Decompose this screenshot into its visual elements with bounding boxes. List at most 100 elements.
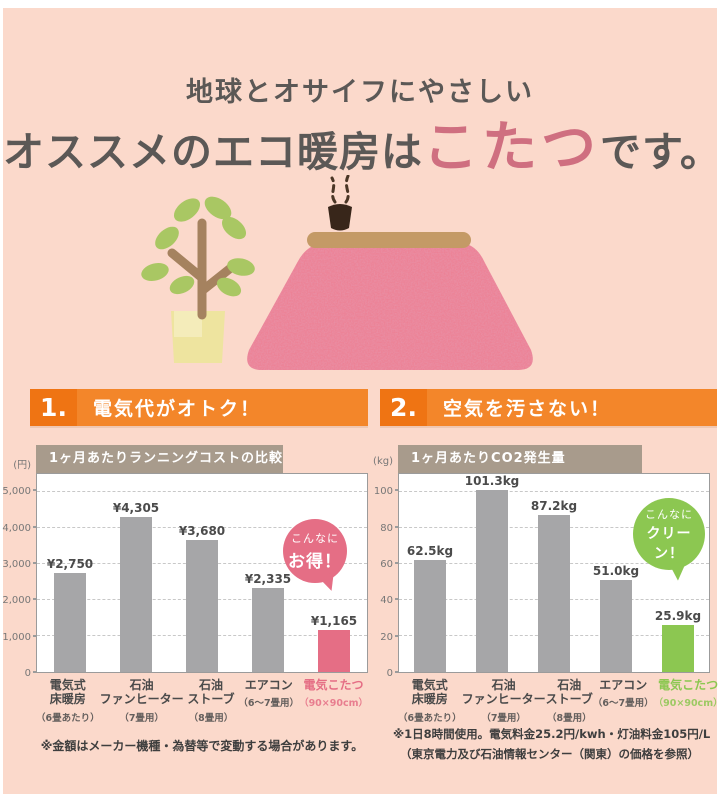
bar xyxy=(662,625,694,672)
background: 地球とオサイフにやさしい オススメのエコ暖房はこたつです。 xyxy=(2,8,720,794)
bar-column: 87.2kg xyxy=(523,474,585,672)
x-category-label: 電気式 床暖房 （6畳あたり） xyxy=(398,678,462,724)
bar xyxy=(318,630,350,672)
x-category-label: 石油 ストーブ （8畳用） xyxy=(187,678,235,724)
y-tick-label: 0 xyxy=(386,668,393,679)
bar-value-label: 101.3kg xyxy=(464,474,520,488)
x-category-label: 電気こたつ （90×90cm） xyxy=(299,678,368,710)
y-tick-mark xyxy=(395,489,399,492)
clean-badge: こんなに クリーン！ xyxy=(633,498,705,582)
y-tick-mark xyxy=(395,561,399,564)
kotatsu-tabletop xyxy=(307,232,471,248)
x-category-label: 石油 ファンヒーター （7畳用） xyxy=(99,678,184,724)
section-2-header: 2. 空気を汚さない！ xyxy=(380,389,717,426)
section-2-title: 空気を汚さない！ xyxy=(443,398,612,420)
y-tick-mark xyxy=(33,634,37,637)
x-category-label: エアコン （6～7畳用） xyxy=(592,678,654,710)
bar-value-label: ¥4,305 xyxy=(112,501,160,516)
y-tick-mark xyxy=(395,598,399,601)
x-axis-labels: 電気式 床暖房 （6畳あたり） 石油 ファンヒーター （7畳用） 石油 ストーブ （8畳用） エア… xyxy=(36,678,368,724)
bar-value-label: 62.5kg xyxy=(406,543,454,558)
kotatsu-illustration xyxy=(141,175,533,370)
bars: ¥2,750 ¥4,305 ¥3,680 ¥2,335 ¥1,165 xyxy=(37,474,367,672)
bar-column: ¥1,165 xyxy=(301,474,367,672)
y-tick-mark xyxy=(395,671,399,673)
bars: 62.5kg 101.3kg 87.2kg 51.0kg 25.9kg xyxy=(399,474,709,672)
chart-title-tab: 1ヶ月あたりランニングコストの比較 xyxy=(36,445,283,473)
bar xyxy=(600,580,632,672)
bar xyxy=(186,539,218,672)
chart-title-tab: 1ヶ月あたりCO2発生量 xyxy=(398,445,642,473)
bar-column: 62.5kg xyxy=(399,474,461,672)
bar-value-label: 87.2kg xyxy=(530,499,578,514)
co2-footnote: ※1日8時間使用。電気料金25.2円/kwh・灯油料金105円/L （東京電力及… xyxy=(393,725,717,764)
bar-column: 25.9kg xyxy=(647,474,709,672)
y-tick-mark xyxy=(33,489,37,492)
title-highlight: こたつ xyxy=(423,114,601,179)
section-2-number: 2. xyxy=(380,389,427,426)
badge-line1: こんなに xyxy=(645,507,693,521)
bar xyxy=(538,515,570,672)
bar-column: ¥4,305 xyxy=(103,474,169,672)
bar-column: 101.3kg xyxy=(461,474,523,672)
bar-value-label: ¥1,165 xyxy=(310,614,358,629)
bar xyxy=(252,587,284,672)
footnote-line: ※1日8時間使用。電気料金25.2円/kwh・灯油料金105円/L xyxy=(393,727,711,741)
y-axis: 0 1,000 2,000 3,000 4,000 5,000 xyxy=(1,473,37,679)
gridline xyxy=(37,491,367,492)
y-tick-label: 3,000 xyxy=(2,558,31,570)
savings-badge: こんなに お得！ xyxy=(283,519,347,593)
y-tick-label: 4,000 xyxy=(2,522,31,534)
badge-tail xyxy=(669,560,691,582)
title-prefix: オススメのエコ暖房は xyxy=(3,128,423,176)
y-tick-label: 1,000 xyxy=(2,631,31,643)
y-tick-mark xyxy=(33,561,37,564)
page-title: オススメのエコ暖房はこたつです。 xyxy=(3,102,720,182)
y-tick-label: 100 xyxy=(373,486,393,498)
y-tick-label: 2,000 xyxy=(2,595,31,607)
bar-column: ¥2,335 xyxy=(235,474,301,672)
title-suffix: です。 xyxy=(600,128,720,176)
y-tick-label: 40 xyxy=(380,595,393,607)
y-tick-label: 80 xyxy=(380,522,393,534)
y-tick-mark xyxy=(33,671,37,673)
bar-value-label: ¥3,680 xyxy=(178,523,226,538)
bar-value-label: 51.0kg xyxy=(592,564,640,579)
bar xyxy=(476,490,508,672)
y-tick-mark xyxy=(33,598,37,601)
y-axis-unit: (kg) xyxy=(373,456,393,467)
badge-line1: こんなに xyxy=(291,532,339,545)
bar-value-label: 25.9kg xyxy=(654,609,702,624)
y-tick-label: 0 xyxy=(24,668,31,679)
bar xyxy=(120,517,152,672)
cost-footnote: ※金額はメーカー機種・為替等で変動する場合があります。 xyxy=(33,737,371,754)
gridline xyxy=(37,527,367,528)
teapot-icon xyxy=(328,204,352,231)
y-tick-mark xyxy=(33,525,37,528)
x-axis-labels: 電気式 床暖房 （6畳あたり） 石油 ファンヒーター （7畳用） 石油 ストーブ （8畳用） エア… xyxy=(398,678,720,724)
plant-icon xyxy=(141,196,255,363)
x-category-label: 電気こたつ （90×90cm） xyxy=(653,678,720,710)
subtitle: 地球とオサイフにやさしい xyxy=(186,77,534,108)
y-tick-mark xyxy=(395,634,399,637)
footnote-line: （東京電力及び石油情報センター（関東）の価格を参照） xyxy=(400,746,699,761)
bar xyxy=(414,559,446,672)
x-category-label: 石油 ファンヒーター （7畳用） xyxy=(461,678,546,724)
plot-area: ¥2,750 ¥4,305 ¥3,680 ¥2,335 ¥1,165 xyxy=(36,473,368,673)
y-tick-label: 5,000 xyxy=(2,486,31,498)
kotatsu-icon xyxy=(247,175,533,370)
steam-icon xyxy=(330,175,350,204)
bar-value-label: ¥2,750 xyxy=(46,557,94,571)
badge-line2: クリーン！ xyxy=(646,525,692,562)
badge-line2: お得！ xyxy=(288,552,342,572)
x-category-label: エアコン （6～7畳用） xyxy=(238,678,300,710)
bar-column: ¥3,680 xyxy=(169,474,235,672)
section-1-title: 電気代がオトク！ xyxy=(93,398,262,420)
footnote-line: ※金額はメーカー機種・為替等で変動する場合があります。 xyxy=(40,739,364,753)
y-tick-mark xyxy=(395,525,399,528)
y-tick-label: 20 xyxy=(380,631,393,643)
running-cost-chart: 1ヶ月あたりランニングコストの比較 (円) 0 1,000 2,000 3,000 4,… xyxy=(2,445,368,724)
section-1-number: 1. xyxy=(30,389,77,426)
x-category-label: 電気式 床暖房 （6畳あたり） xyxy=(36,678,100,724)
